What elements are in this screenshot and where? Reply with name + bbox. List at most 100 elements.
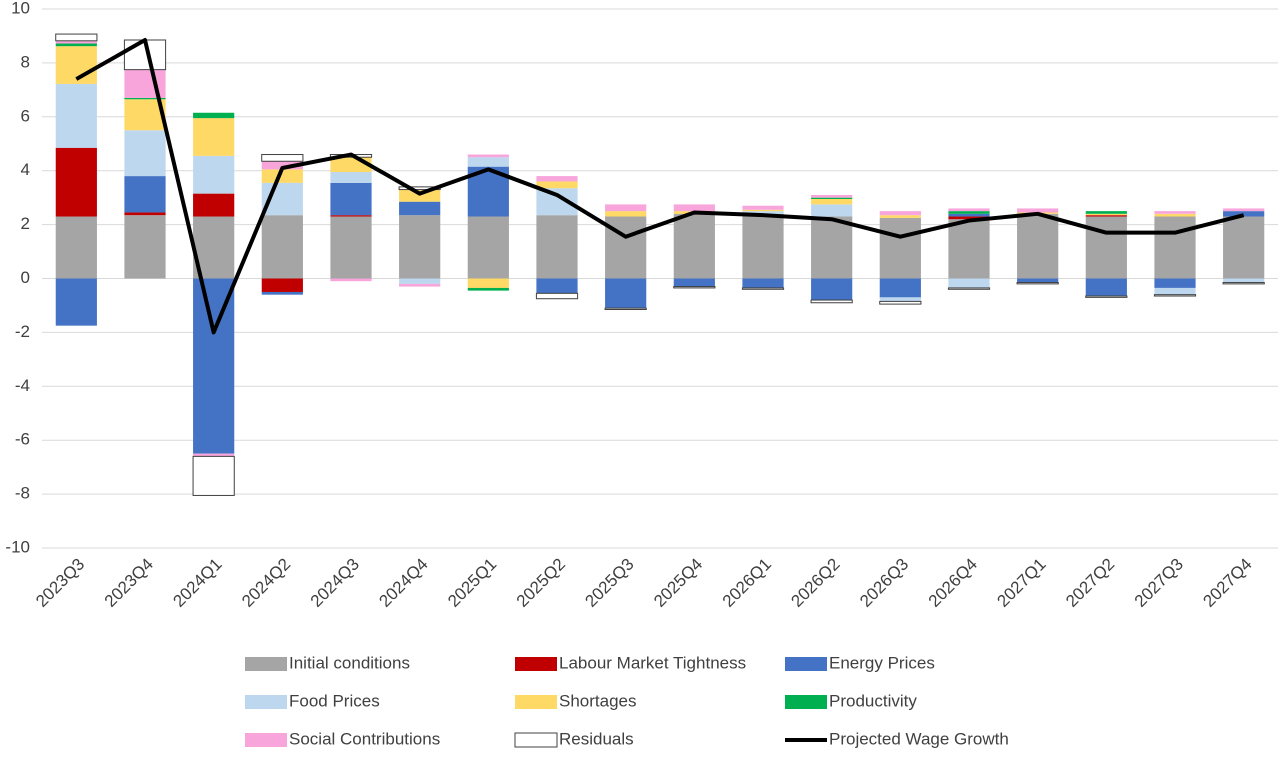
bar-segment — [193, 453, 235, 457]
bar-segment — [1154, 278, 1196, 288]
bar-segment — [467, 287, 509, 291]
bar-segment — [55, 147, 97, 217]
bar-segment — [55, 278, 97, 326]
bar-segment — [742, 209, 784, 212]
legend-label: Residuals — [559, 729, 634, 748]
legend-swatch — [514, 732, 558, 748]
y-tick-label: 4 — [21, 160, 30, 179]
legend-swatch — [245, 657, 287, 671]
bar-segment — [55, 33, 98, 42]
bar-segment — [1017, 278, 1059, 283]
bar-segment — [879, 215, 921, 218]
bar-segment — [1222, 282, 1265, 285]
bar-segment — [605, 211, 647, 217]
legend-label: Shortages — [559, 691, 637, 710]
y-tick-label: -10 — [5, 537, 30, 556]
bar-segment — [1085, 213, 1127, 216]
bar-segment — [742, 213, 784, 279]
bar-segment — [399, 215, 441, 279]
x-tick-label: 2027Q4 — [1199, 555, 1255, 611]
bar-segment — [261, 291, 303, 295]
bar-segment — [1154, 213, 1196, 217]
bar-segment — [55, 83, 97, 148]
bar-segment — [811, 194, 853, 198]
bar-segment — [1223, 211, 1265, 217]
bar-segment — [1154, 216, 1196, 279]
x-tick-label: 2025Q1 — [444, 555, 500, 611]
bar-segment — [261, 215, 303, 279]
bar-segment — [879, 297, 921, 302]
legend-swatch — [245, 733, 287, 747]
bar-segment — [741, 287, 785, 290]
x-tick-label: 2026Q4 — [925, 555, 981, 611]
bar-segment — [811, 198, 853, 205]
bar-segment — [811, 216, 853, 279]
bar-segment — [330, 172, 372, 183]
bar-segment — [1085, 278, 1127, 297]
bar-segment — [605, 204, 647, 212]
x-tick-label: 2025Q3 — [581, 555, 637, 611]
bar-segment — [261, 169, 303, 183]
line-series — [75, 37, 1245, 335]
bar-segment — [193, 193, 235, 217]
bar-segment — [193, 112, 235, 119]
y-tick-label: 6 — [21, 106, 30, 125]
bar-segment — [879, 300, 922, 305]
bar-segment — [811, 204, 853, 217]
bar-segment — [124, 97, 166, 100]
bar-segment — [1085, 215, 1127, 217]
legend-label: Projected Wage Growth — [829, 729, 1009, 748]
bar-segment — [879, 211, 921, 216]
bar-segment — [535, 292, 579, 300]
x-tick-label: 2023Q4 — [101, 555, 157, 611]
bar-segment — [948, 278, 990, 288]
bar-segment — [1223, 216, 1265, 279]
bar-segment — [1085, 216, 1127, 279]
bar-segment — [467, 216, 509, 279]
x-tick-label: 2027Q2 — [1062, 555, 1118, 611]
bar-segment — [1017, 208, 1059, 213]
bar-segment — [1154, 287, 1196, 295]
legend-label: Energy Prices — [829, 653, 935, 672]
bar-segment — [1153, 294, 1197, 297]
bar-segment — [879, 278, 921, 298]
bar-segment — [810, 299, 853, 304]
bar-segment — [742, 205, 784, 210]
bar-segment — [330, 278, 372, 282]
bar-segment — [948, 208, 990, 212]
bar-segment — [1017, 213, 1059, 279]
bar-segment — [399, 278, 441, 284]
y-tick-label: 10 — [11, 0, 30, 17]
bar-segment — [1016, 282, 1059, 285]
legend-swatch — [245, 695, 287, 709]
bar-segment — [330, 215, 372, 217]
bar-segment — [192, 455, 235, 496]
bar-segment — [1223, 208, 1265, 212]
y-tick-label: -8 — [15, 484, 30, 503]
bar-segment — [947, 287, 991, 290]
bar-segment — [124, 130, 166, 177]
legend-label: Social Contributions — [289, 729, 440, 748]
bar-segment — [1223, 278, 1265, 283]
bar-segment — [811, 278, 853, 301]
y-tick-label: -2 — [15, 322, 30, 341]
bar-segment — [879, 217, 921, 279]
bar-segment — [399, 201, 441, 216]
x-tick-label: 2025Q2 — [513, 555, 569, 611]
bar-segment — [55, 216, 97, 279]
x-tick-label: 2025Q4 — [650, 555, 706, 611]
bar-segment — [811, 197, 853, 199]
legend-label: Food Prices — [289, 691, 380, 710]
bar-segment — [467, 154, 509, 158]
x-tick-label: 2027Q1 — [993, 555, 1049, 611]
x-tick-label: 2026Q1 — [719, 555, 775, 611]
bar-segment — [948, 213, 990, 217]
bar-segment — [742, 211, 784, 214]
bar-segment — [536, 181, 578, 189]
bar-segment — [467, 157, 509, 167]
bar-segment — [261, 161, 303, 170]
bar-segment — [948, 219, 990, 279]
bar-segment — [1154, 211, 1196, 214]
bar-segment — [55, 40, 97, 44]
